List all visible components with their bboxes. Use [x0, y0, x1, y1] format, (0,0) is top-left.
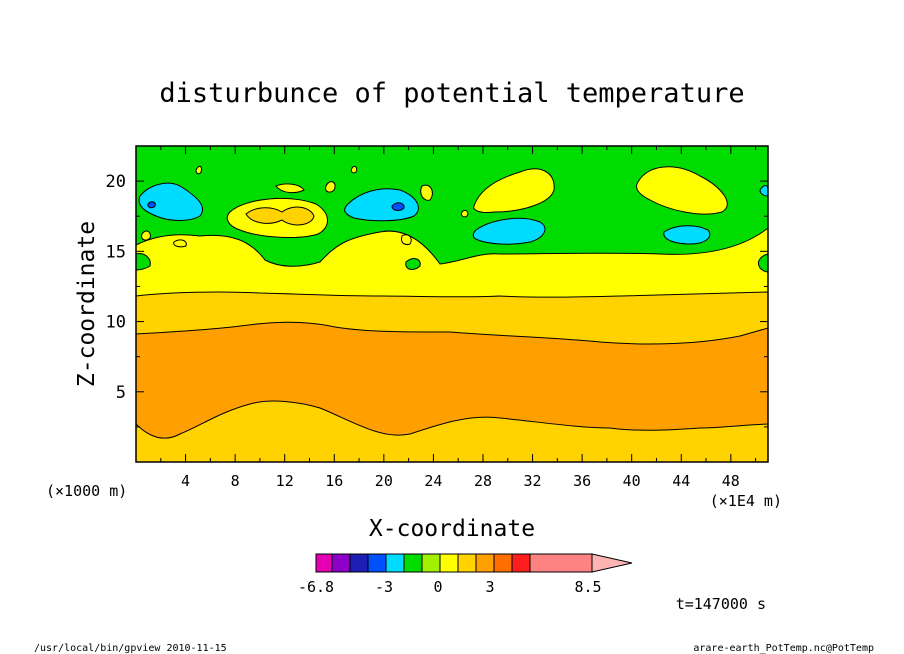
x-tick-label: 20	[375, 472, 393, 490]
colorbar-label: -6.8	[298, 578, 334, 596]
y-tick-label: 15	[106, 242, 126, 262]
colorbar-swatch	[331, 553, 351, 573]
colorbar-extend-arrow	[591, 553, 633, 573]
x-scale-note: (×1E4 m)	[710, 492, 782, 510]
x-tick-label: 4	[181, 472, 190, 490]
plot-frame	[135, 145, 769, 463]
x-tick-label: 48	[722, 472, 740, 490]
y-axis-label: Z-coordinate	[74, 221, 100, 387]
x-tick-label: 12	[276, 472, 294, 490]
x-unit-label: (×1000 m)	[46, 482, 127, 500]
footer-left: /usr/local/bin/gpview 2010-11-15	[34, 643, 227, 654]
orange-band	[135, 321, 769, 439]
colorbar-swatch	[439, 553, 459, 573]
colorbar-swatch	[475, 553, 495, 573]
x-tick-label: 8	[231, 472, 240, 490]
x-tick-label: 24	[424, 472, 442, 490]
y-axis-ticks: 5 10 15 20	[106, 172, 768, 428]
x-tick-label: 16	[325, 472, 343, 490]
y-tick-label: 10	[106, 313, 126, 333]
colorbar-swatch	[421, 553, 441, 573]
colorbar-swatch	[349, 553, 369, 573]
x-tick-label: 28	[474, 472, 492, 490]
colorbar-swatch	[529, 553, 593, 573]
colorbar	[315, 553, 633, 573]
colorbar-label: 8.5	[574, 578, 601, 596]
colorbar-swatch	[511, 553, 531, 573]
colorbar-swatch	[367, 553, 387, 573]
y-tick-label: 5	[116, 383, 126, 403]
upper-cells	[135, 165, 769, 273]
time-label: t=147000 s	[676, 595, 766, 613]
chart-title: disturbunce of potential temperature	[159, 78, 744, 109]
x-tick-label: 32	[524, 472, 542, 490]
colorbar-swatch	[493, 553, 513, 573]
x-axis-label: X-coordinate	[369, 516, 535, 542]
colorbar-swatch	[457, 553, 477, 573]
colorbar-label: 3	[485, 578, 494, 596]
x-tick-label: 40	[623, 472, 641, 490]
x-tick-label: 36	[573, 472, 591, 490]
colorbar-label: -3	[375, 578, 393, 596]
y-tick-label: 20	[106, 172, 126, 192]
colorbar-labels: -6.8 -3 0 3 8.5	[298, 578, 602, 596]
colorbar-swatch	[385, 553, 405, 573]
colorbar-swatch	[315, 553, 333, 573]
colorbar-label: 0	[433, 578, 442, 596]
x-tick-label: 44	[672, 472, 690, 490]
x-axis-ticks: 4 8 12 16 20 24 28 32 36 40 44 48	[160, 146, 757, 490]
footer-right: arare-earth_PotTemp.nc@PotTemp	[693, 643, 874, 654]
colorbar-swatch	[403, 553, 423, 573]
